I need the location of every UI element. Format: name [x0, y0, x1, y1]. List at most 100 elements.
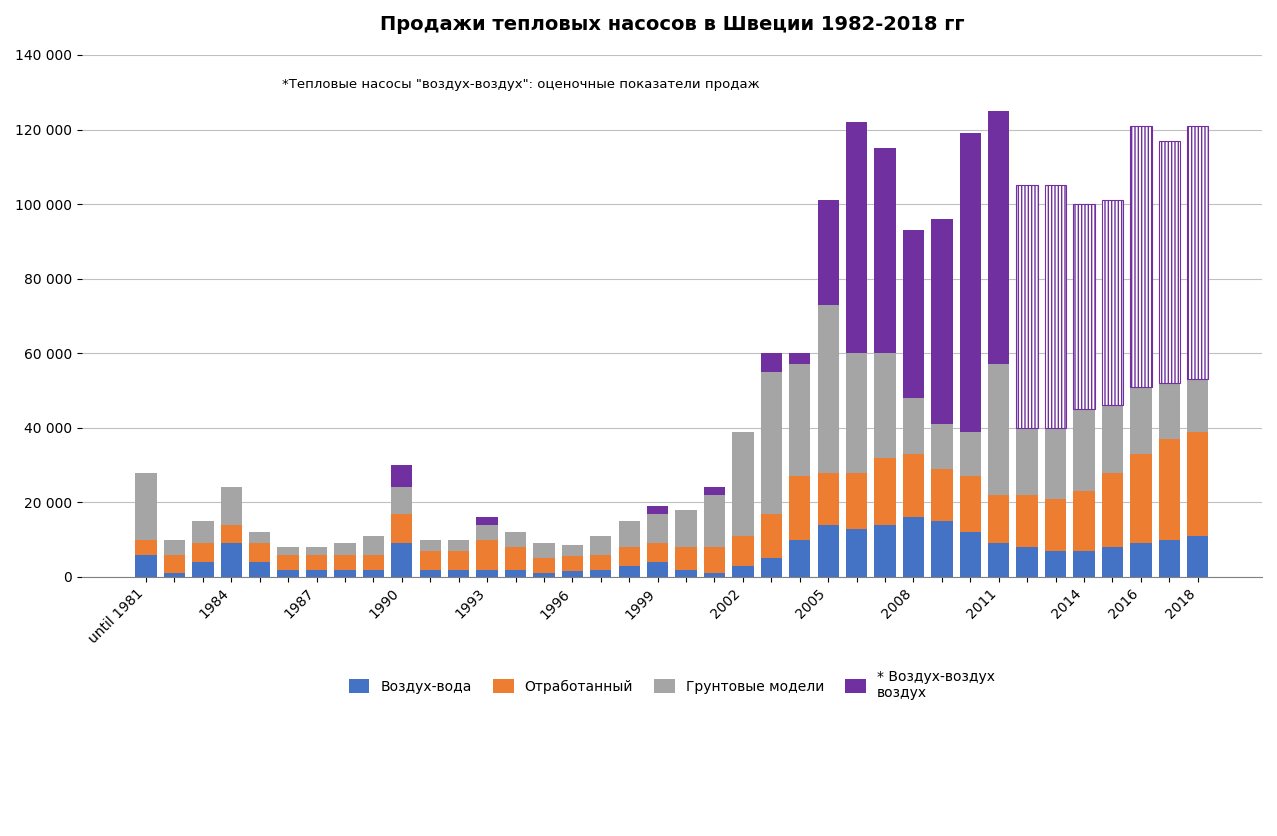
Bar [420, 551, 441, 569]
Bar [875, 354, 895, 457]
Bar [448, 551, 470, 569]
Bar [193, 521, 213, 543]
Bar [988, 543, 1009, 577]
Bar [845, 528, 867, 577]
Bar [704, 547, 725, 573]
Bar [704, 487, 725, 495]
Bar [761, 513, 782, 558]
Bar [676, 547, 697, 569]
Bar [277, 569, 299, 577]
Bar [420, 569, 441, 577]
Bar [391, 513, 412, 543]
Bar [789, 364, 811, 477]
Bar [420, 540, 441, 551]
Bar [1158, 439, 1180, 540]
Legend: Воздух-вода, Отработанный, Грунтовые модели, * Воздух-воздух
воздух: Воздух-вода, Отработанный, Грунтовые мод… [344, 665, 1001, 706]
Bar [590, 569, 612, 577]
Bar [590, 554, 612, 569]
Bar [249, 562, 271, 577]
Bar [1102, 472, 1122, 547]
Bar [732, 536, 753, 566]
Bar [562, 545, 584, 557]
Bar [817, 525, 839, 577]
Bar [135, 554, 157, 577]
Title: Продажи тепловых насосов в Швеции 1982-2018 гг: Продажи тепловых насосов в Швеции 1982-2… [379, 15, 964, 34]
Bar [789, 354, 811, 364]
Bar [1016, 428, 1038, 495]
Bar [335, 554, 356, 569]
Bar [704, 495, 725, 547]
Bar [1158, 140, 1180, 383]
Bar [817, 472, 839, 525]
Bar [193, 543, 213, 562]
Bar [618, 521, 640, 547]
Bar [817, 305, 839, 472]
Bar [1188, 431, 1208, 536]
Bar [959, 133, 981, 431]
Bar [476, 525, 498, 540]
Bar [335, 569, 356, 577]
Bar [618, 566, 640, 577]
Bar [931, 469, 953, 521]
Bar [534, 573, 554, 577]
Bar [363, 569, 384, 577]
Bar [647, 513, 668, 543]
Bar [647, 562, 668, 577]
Bar [163, 573, 185, 577]
Bar [1158, 540, 1180, 577]
Bar [959, 533, 981, 577]
Bar [277, 554, 299, 569]
Bar [306, 554, 327, 569]
Bar [476, 540, 498, 569]
Bar [534, 543, 554, 558]
Bar [647, 543, 668, 562]
Bar [1045, 551, 1066, 577]
Bar [1130, 454, 1152, 543]
Bar [875, 525, 895, 577]
Bar [1074, 409, 1094, 492]
Bar [534, 558, 554, 573]
Bar [761, 558, 782, 577]
Bar [845, 354, 867, 472]
Bar [448, 540, 470, 551]
Bar [817, 201, 839, 305]
Bar [363, 554, 384, 569]
Bar [931, 424, 953, 469]
Bar [163, 554, 185, 573]
Bar [931, 521, 953, 577]
Bar [476, 569, 498, 577]
Bar [135, 472, 157, 540]
Bar [1188, 380, 1208, 431]
Bar [618, 547, 640, 566]
Bar [504, 569, 526, 577]
Bar [988, 111, 1009, 364]
Bar [277, 547, 299, 554]
Bar [504, 533, 526, 547]
Bar [391, 543, 412, 577]
Bar [249, 533, 271, 543]
Bar [903, 517, 925, 577]
Bar [590, 536, 612, 554]
Bar [903, 230, 925, 398]
Bar [732, 566, 753, 577]
Bar [761, 354, 782, 372]
Bar [1130, 543, 1152, 577]
Text: *Тепловые насосы "воздух-воздух": оценочные показатели продаж: *Тепловые насосы "воздух-воздух": оценоч… [282, 79, 760, 91]
Bar [306, 547, 327, 554]
Bar [1074, 492, 1094, 551]
Bar [647, 506, 668, 513]
Bar [1074, 551, 1094, 577]
Bar [875, 457, 895, 525]
Bar [931, 219, 953, 424]
Bar [391, 465, 412, 487]
Bar [391, 487, 412, 513]
Bar [504, 547, 526, 569]
Bar [306, 569, 327, 577]
Bar [221, 487, 241, 525]
Bar [249, 543, 271, 562]
Bar [845, 122, 867, 354]
Bar [1102, 405, 1122, 472]
Bar [676, 569, 697, 577]
Bar [903, 398, 925, 454]
Bar [1130, 387, 1152, 454]
